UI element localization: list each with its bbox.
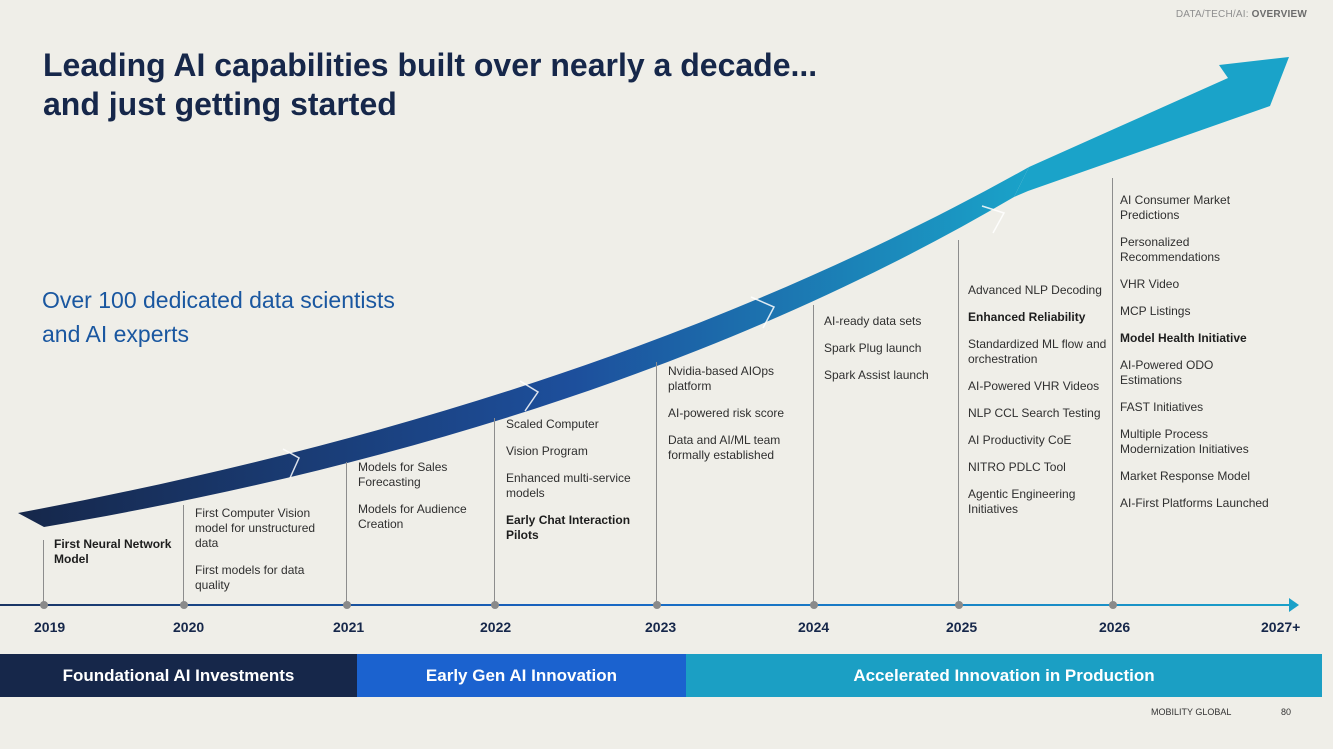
milestone-item: First models for data quality: [195, 563, 305, 592]
timeline-dot: [653, 601, 661, 609]
milestones-2019: First Neural Network Model: [54, 537, 180, 579]
milestone-item: Vision Program: [506, 444, 588, 458]
milestone-stem: [656, 362, 657, 605]
page-title: Leading AI capabilities built over nearl…: [43, 46, 817, 124]
timeline-dot: [491, 601, 499, 609]
phase-band-early-gen-ai: Early Gen AI Innovation: [357, 654, 686, 697]
milestones-2026: AI Consumer Market Predictions Personaliz…: [1120, 193, 1270, 523]
milestone-stem: [43, 540, 44, 605]
milestones-2023: Nvidia-based AIOps platform AI-powered ri…: [668, 364, 803, 475]
title-line-2: and just getting started: [43, 86, 397, 122]
footer-page-number: 80: [1281, 707, 1292, 717]
milestone-item: MCP Listings: [1120, 304, 1191, 318]
milestone-item: Multiple Process Modernization Initiativ…: [1120, 427, 1249, 456]
timeline-dot: [1109, 601, 1117, 609]
footer-company: MOBILITY GLOBAL: [1151, 707, 1232, 717]
milestones-2021: Models for Sales Forecasting Models for A…: [358, 460, 486, 544]
phase-band-label: Early Gen AI Innovation: [425, 665, 618, 685]
milestone-item: Models for Audience Creation: [358, 502, 467, 531]
year-label: 2026: [1099, 619, 1131, 635]
milestone-item: Spark Assist launch: [824, 368, 929, 382]
milestone-stem: [958, 240, 959, 605]
milestone-item: First Computer Vision model for unstruct…: [195, 506, 316, 550]
milestone-stem: [494, 418, 495, 605]
milestone-item: Nvidia-based AIOps platform: [668, 364, 775, 393]
growth-arrow-head: [1014, 57, 1289, 197]
milestone-item: FAST Initiatives: [1120, 400, 1204, 414]
milestone-item: AI-powered risk score: [668, 406, 785, 420]
section-tag-prefix: DATA/TECH/AI:: [1175, 9, 1252, 20]
milestone-item: NITRO PDLC Tool: [968, 460, 1066, 474]
timeline-axis-arrowhead: [1289, 598, 1299, 612]
milestone-item: AI-ready data sets: [824, 314, 922, 328]
milestone-item: Early Chat Interaction Pilots: [506, 513, 631, 542]
year-label: 2020: [173, 619, 205, 635]
arrow-chevron: [750, 296, 776, 329]
arrow-chevron: [519, 380, 540, 412]
arrow-chevron: [282, 448, 300, 479]
team-callout-line-2: and AI experts: [42, 321, 190, 347]
team-callout-line-1: Over 100 dedicated data scientists: [42, 287, 395, 313]
milestones-2025: Advanced NLP Decoding Enhanced Reliabilit…: [968, 283, 1110, 529]
milestone-item: AI-Powered VHR Videos: [968, 379, 1100, 393]
arrow-chevron: [981, 205, 1006, 234]
milestone-item: Market Response Model: [1120, 469, 1251, 483]
section-tag-current: OVERVIEW: [1251, 9, 1307, 20]
phase-band-label: Accelerated Innovation in Production: [853, 665, 1155, 685]
phase-band-label: Foundational AI Investments: [62, 665, 295, 685]
milestone-item: Spark Plug launch: [824, 341, 922, 355]
milestone-item: AI Consumer Market Predictions: [1120, 193, 1231, 222]
title-line-1: Leading AI capabilities built over nearl…: [43, 47, 818, 83]
milestone-item: Advanced NLP Decoding: [968, 283, 1102, 297]
milestone-item: First Neural Network Model: [54, 537, 172, 566]
milestone-item: Models for Sales Forecasting: [358, 460, 448, 489]
milestones-2022: Scaled Computer Vision Program Enhanced mu…: [506, 417, 646, 555]
phase-band-foundational: Foundational AI Investments: [0, 654, 357, 697]
milestone-item: Standardized ML flow and orchestration: [968, 337, 1107, 366]
timeline-dot: [343, 601, 351, 609]
timeline-axis: [0, 604, 1292, 606]
year-label: 2022: [480, 619, 512, 635]
milestone-item: Enhanced Reliability: [968, 310, 1086, 324]
milestone-item: Agentic Engineering Initiatives: [968, 487, 1076, 516]
team-callout: Over 100 dedicated data scientists and A…: [42, 283, 395, 351]
year-label: 2023: [645, 619, 677, 635]
timeline-dot: [810, 601, 818, 609]
milestone-item: AI Productivity CoE: [968, 433, 1072, 447]
timeline-dot: [955, 601, 963, 609]
year-label: 2024: [798, 619, 830, 635]
milestone-item: Data and AI/ML team formally established: [668, 433, 781, 462]
milestone-item: Scaled Computer: [506, 417, 599, 431]
milestone-item: Personalized Recommendations: [1120, 235, 1221, 264]
milestone-stem: [183, 505, 184, 605]
milestone-item: Model Health Initiative: [1120, 331, 1247, 345]
milestone-item: Enhanced multi-service models: [506, 471, 631, 500]
milestone-stem: [346, 462, 347, 605]
year-label: 2021: [333, 619, 365, 635]
section-tag: DATA/TECH/AI: OVERVIEW: [1176, 9, 1307, 20]
timeline-dot: [180, 601, 188, 609]
milestones-2024: AI-ready data sets Spark Plug launch Spark…: [824, 314, 949, 395]
phase-band-accelerated: Accelerated Innovation in Production: [686, 654, 1322, 697]
timeline-dot: [40, 601, 48, 609]
milestone-item: NLP CCL Search Testing: [968, 406, 1101, 420]
milestone-item: VHR Video: [1120, 277, 1180, 291]
milestone-stem: [1112, 178, 1113, 605]
milestones-2020: First Computer Vision model for unstruct…: [195, 506, 335, 605]
milestone-item: AI-Powered ODO Estimations: [1120, 358, 1214, 387]
milestone-stem: [813, 305, 814, 605]
milestone-item: AI-First Platforms Launched: [1120, 496, 1269, 510]
year-label: 2025: [946, 619, 978, 635]
year-label: 2019: [34, 619, 66, 635]
year-label: 2027+: [1261, 619, 1301, 635]
